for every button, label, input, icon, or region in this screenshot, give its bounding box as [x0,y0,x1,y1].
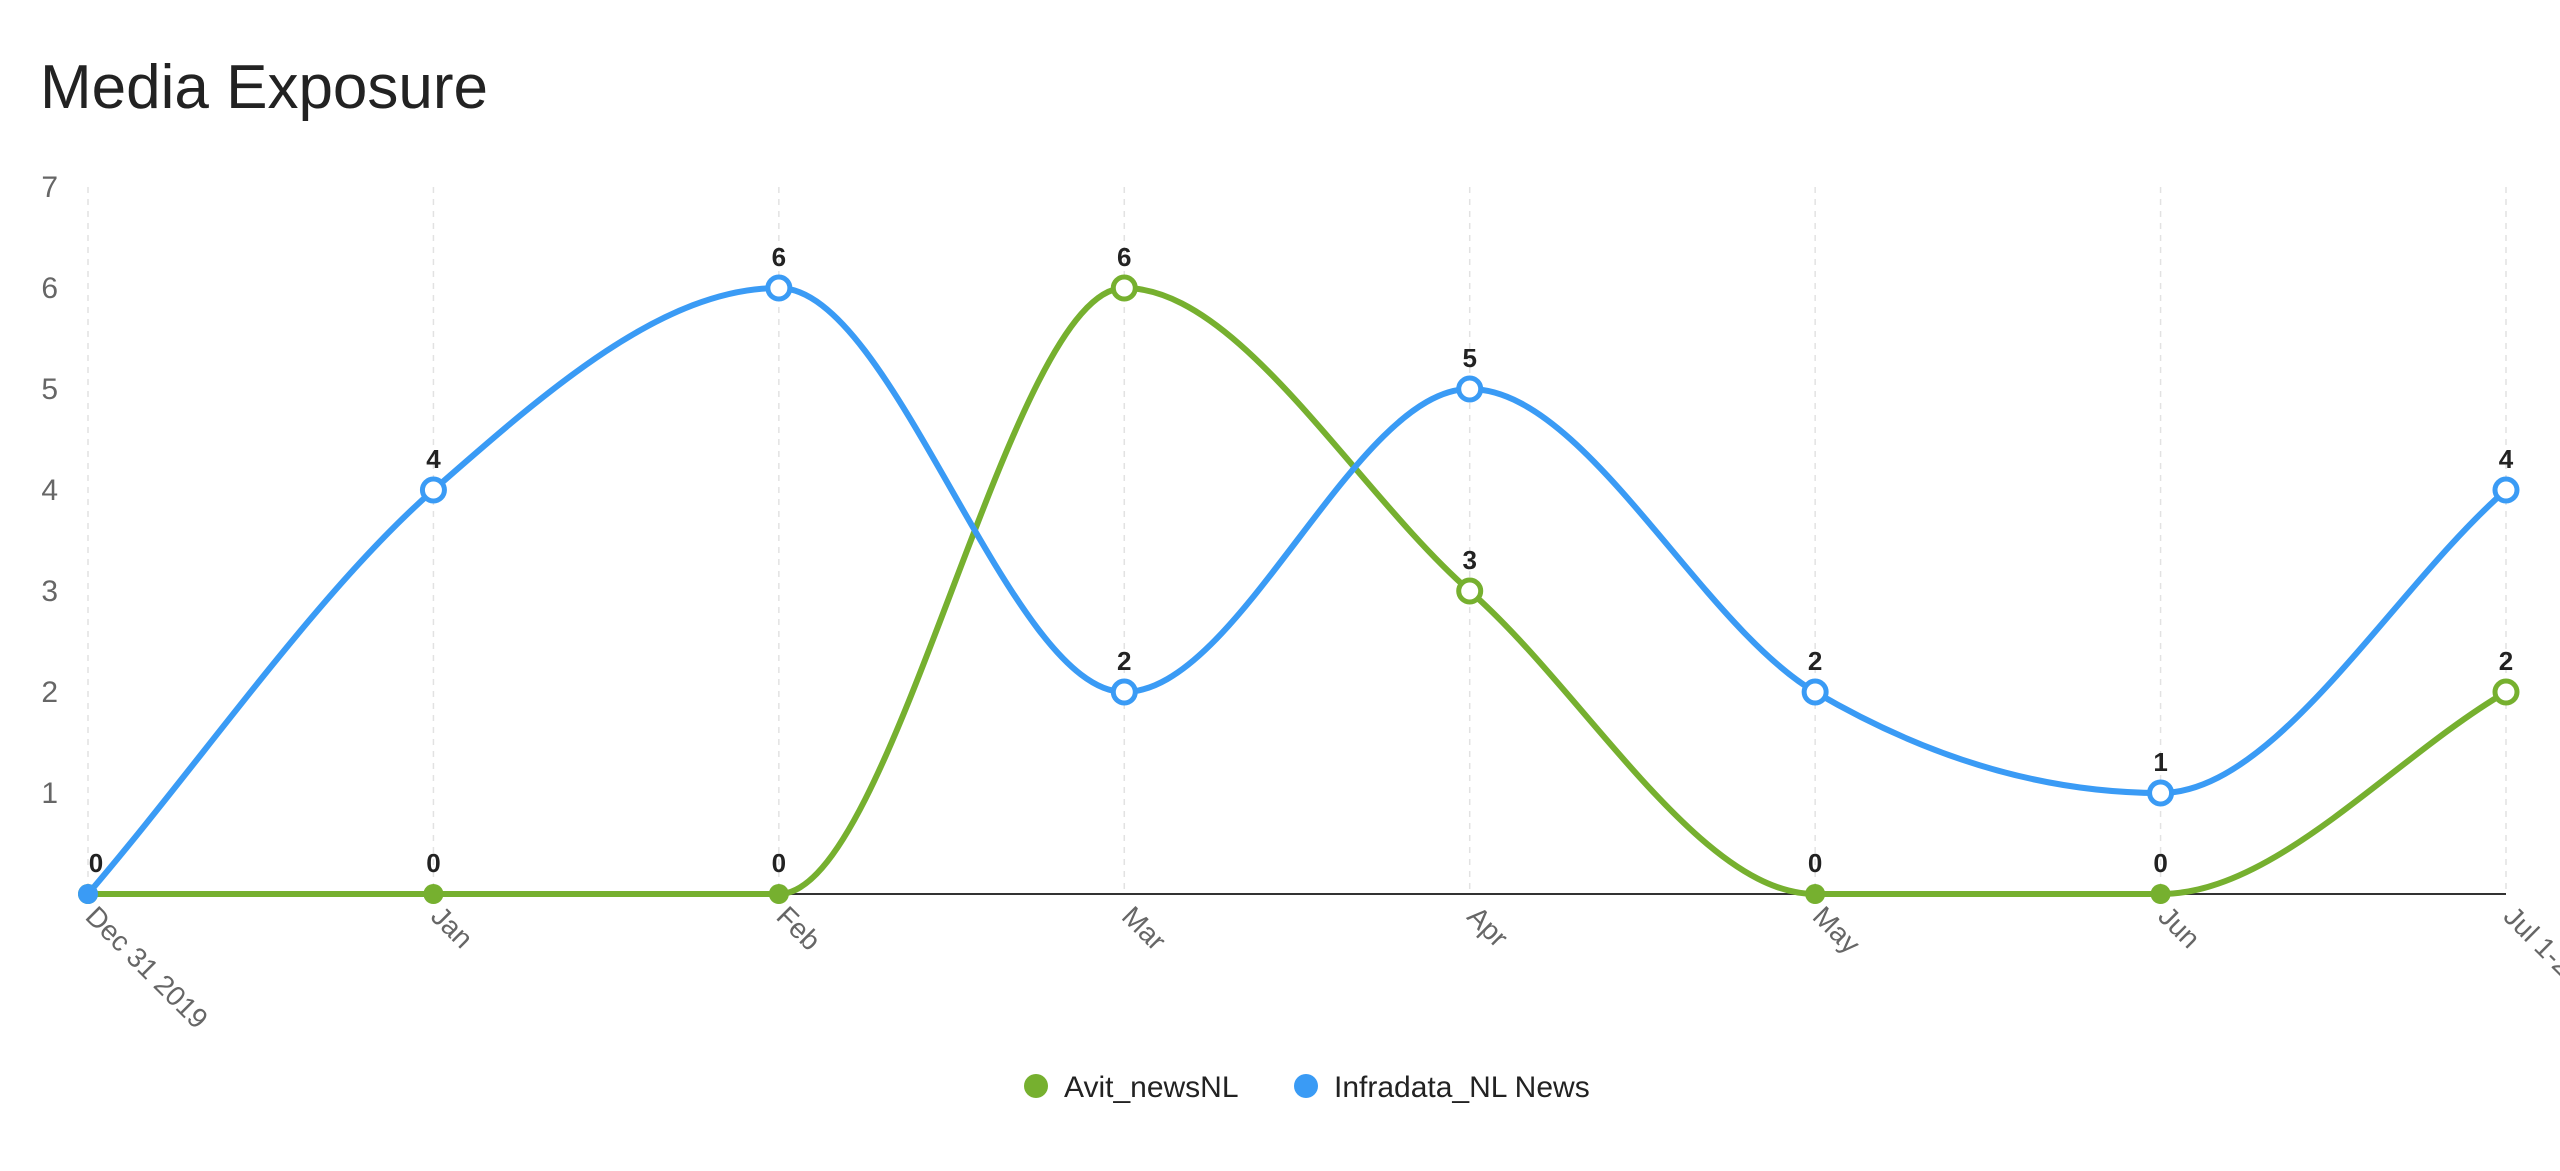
chart-title: Media Exposure [40,53,489,122]
legend-marker [1294,1074,1318,1098]
data-label: 0 [2153,848,2167,878]
data-label: 1 [2153,747,2167,777]
x-tick-label: May [1807,900,1866,959]
series-layer [78,274,2520,904]
y-tick-label: 5 [41,373,58,406]
y-tick-label: 1 [41,777,58,810]
x-tick-label: Dec 31 2019 [80,900,214,1034]
x-tick-label: Jul 1-23 [2498,900,2560,992]
data-label: 3 [1462,545,1476,575]
data-label: 2 [1808,646,1822,676]
legend-item-label[interactable]: Avit_newsNL [1064,1071,1239,1104]
x-tick-label: Feb [771,900,827,956]
data-point[interactable] [2492,476,2520,504]
y-tick-label: 4 [41,474,58,507]
data-label: 2 [1117,646,1131,676]
y-tick-label: 6 [41,272,58,305]
grid-layer [87,187,2507,894]
x-tick-label: Mar [1116,900,1172,956]
legend-marker [1024,1074,1048,1098]
data-point[interactable] [2492,678,2520,706]
data-point[interactable] [2147,779,2175,807]
data-label: 0 [1808,848,1822,878]
data-label: 2 [2499,646,2513,676]
data-label: 5 [1462,343,1476,373]
data-label: 0 [772,848,786,878]
data-point[interactable] [768,884,789,904]
data-point[interactable] [1456,577,1484,605]
data-point[interactable] [1110,274,1138,302]
data-point[interactable] [2150,884,2171,904]
data-label: 6 [772,242,786,272]
data-label: 6 [1117,242,1131,272]
y-tick-label: 2 [41,676,58,709]
x-tick-label: Jun [2152,900,2206,954]
data-label-layer: 0 0 4 0 6 6 2 3 5 0 2 0 1 2 4 [89,242,2514,878]
data-point[interactable] [423,884,444,904]
data-point[interactable] [1805,884,1826,904]
x-tick-label: Apr [1461,900,1514,953]
data-point[interactable] [78,884,98,904]
data-label: 4 [426,444,441,474]
data-label: 0 [89,848,103,878]
data-point[interactable] [419,476,447,504]
data-point[interactable] [765,274,793,302]
legend[interactable]: Avit_newsNL Infradata_NL News [1024,1071,1590,1104]
data-point[interactable] [1456,375,1484,403]
x-tick-label: Jan [425,900,479,954]
axis-layer: 1 2 3 4 5 6 7 Dec 31 2019 Jan Feb Mar Apr May Jun Jul … [41,171,2560,1035]
data-point[interactable] [1110,678,1138,706]
y-tick-label: 3 [41,575,58,608]
data-label: 0 [426,848,440,878]
legend-item-label[interactable]: Infradata_NL News [1334,1071,1590,1104]
y-tick-label: 7 [41,171,58,204]
data-label: 4 [2499,444,2514,474]
series-line-1[interactable] [85,285,2509,898]
series-line-2[interactable] [85,285,2509,897]
data-point[interactable] [1801,678,1829,706]
